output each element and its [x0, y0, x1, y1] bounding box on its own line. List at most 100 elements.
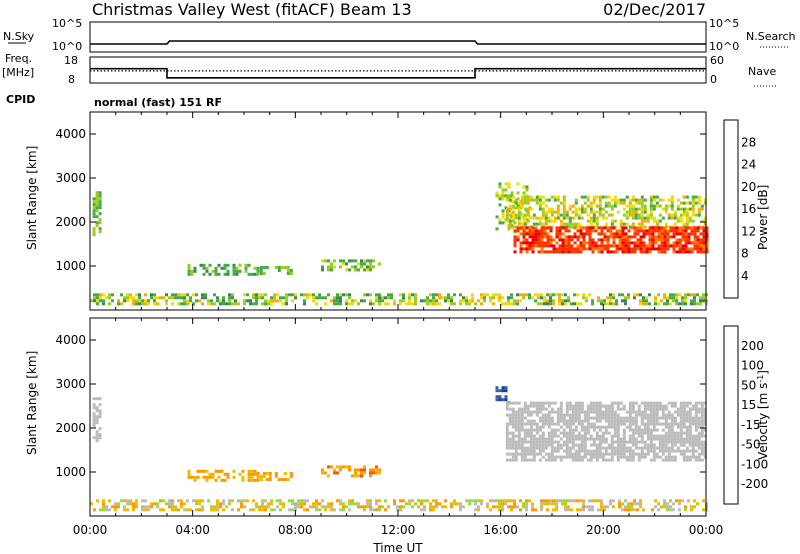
- power-cell: [696, 226, 700, 230]
- power-cell: [507, 209, 511, 213]
- velocity-cell: [670, 455, 674, 459]
- velocity-cell: [664, 437, 668, 441]
- power-cell: [628, 207, 632, 211]
- power-cell: [214, 266, 218, 270]
- velocity-cell: [637, 407, 641, 411]
- power-cell: [342, 259, 345, 263]
- power-cell: [592, 213, 596, 217]
- power-cell: [505, 207, 509, 211]
- power-cell: [216, 299, 219, 303]
- velocity-cell: [639, 499, 642, 503]
- power-cell: [351, 302, 354, 306]
- velocity-cell: [231, 508, 234, 512]
- power-cell: [426, 296, 429, 300]
- velocity-cell: [414, 502, 417, 506]
- power-cell: [597, 296, 600, 300]
- power-cell: [375, 296, 378, 300]
- power-cell: [657, 226, 661, 230]
- power-cell: [511, 225, 515, 229]
- power-cell: [531, 244, 535, 248]
- velocity-cell: [685, 437, 689, 441]
- figure-title: Christmas Valley West (fitACF): [92, 0, 335, 19]
- power-cell: [516, 302, 519, 306]
- velocity-cell: [703, 428, 707, 432]
- power-cell: [541, 201, 545, 205]
- velocity-cell: [640, 452, 644, 456]
- power-cell: [288, 293, 291, 297]
- power-cell: [543, 296, 546, 300]
- power-cell: [652, 198, 656, 202]
- velocity-cell: [643, 422, 647, 426]
- velocity-cell: [540, 508, 543, 512]
- power-cell: [648, 244, 652, 248]
- velocity-cell: [694, 425, 698, 429]
- power-cell: [582, 238, 586, 242]
- velocity-cell: [688, 458, 692, 462]
- power-cell: [537, 244, 541, 248]
- power-cell: [273, 293, 276, 297]
- velocity-cell: [568, 428, 572, 432]
- power-cell: [291, 293, 294, 297]
- velocity-cell: [586, 431, 590, 435]
- nsearch-tick-top: 10^5: [709, 17, 739, 30]
- velocity-cell: [387, 505, 390, 509]
- velocity-cell: [420, 508, 423, 512]
- power-cell: [366, 293, 369, 297]
- power-cell: [538, 195, 542, 199]
- velocity-cell: [595, 401, 599, 405]
- power-cell: [537, 302, 540, 306]
- velocity-cell: [547, 452, 551, 456]
- power-cell: [597, 232, 601, 236]
- velocity-cell: [670, 401, 674, 405]
- power-cell: [645, 247, 649, 251]
- power-colorbar-label: Power [dB]: [756, 185, 770, 250]
- power-cell: [577, 216, 581, 220]
- power-cell: [654, 229, 658, 233]
- power-cell: [207, 302, 210, 306]
- power-cell: [217, 272, 221, 276]
- power-cell: [204, 293, 207, 297]
- velocity-cell: [667, 401, 671, 405]
- velocity-cell: [580, 437, 584, 441]
- velocity-cell: [528, 499, 531, 503]
- power-cell: [565, 216, 569, 220]
- power-cell: [520, 198, 524, 202]
- velocity-cell: [682, 410, 686, 414]
- power-cell: [517, 219, 521, 223]
- velocity-cell: [366, 502, 369, 506]
- power-cell: [660, 238, 664, 242]
- power-cell: [517, 201, 521, 205]
- velocity-cell: [405, 502, 408, 506]
- velocity-cell: [535, 437, 539, 441]
- power-cell: [195, 299, 198, 303]
- velocity-cell: [547, 425, 551, 429]
- velocity-cell: [598, 452, 602, 456]
- velocity-cell: [550, 452, 554, 456]
- power-cell: [289, 272, 293, 275]
- velocity-cell: [583, 452, 587, 456]
- velocity-cell: [586, 449, 590, 453]
- velocity-cell: [520, 458, 524, 462]
- velocity-cell: [520, 437, 524, 441]
- power-cell: [547, 207, 551, 211]
- power-cell: [619, 219, 623, 223]
- power-cell: [595, 195, 599, 199]
- velocity-cell: [369, 505, 372, 509]
- power-cell: [562, 213, 566, 217]
- velocity-cell: [402, 505, 405, 509]
- velocity-cell: [330, 505, 333, 509]
- velocity-cell: [613, 410, 617, 414]
- power-cell: [532, 222, 536, 226]
- velocity-cell: [571, 410, 575, 414]
- velocity-cell: [95, 433, 99, 437]
- velocity-cell: [622, 416, 626, 420]
- power-cell: [95, 194, 99, 198]
- power-cell: [498, 293, 501, 297]
- velocity-cell: [646, 422, 650, 426]
- velocity-cell: [520, 428, 524, 432]
- velocity-cell: [679, 419, 683, 423]
- velocity-cell: [667, 440, 671, 444]
- power-cell: [546, 293, 549, 297]
- power-cell: [156, 296, 159, 300]
- velocity-cell: [649, 419, 653, 423]
